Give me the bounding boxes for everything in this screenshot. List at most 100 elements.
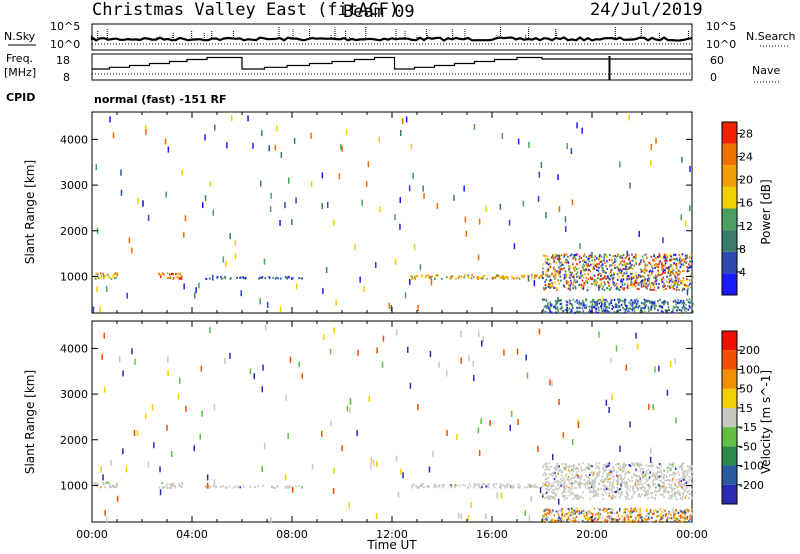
echo-cell [641, 275, 644, 278]
echo-cell [558, 272, 561, 275]
sparse-echo [402, 472, 404, 479]
echo-cell [603, 510, 606, 513]
echo-cell [611, 494, 614, 497]
sparse-echo [438, 361, 440, 368]
echo-cell [573, 494, 576, 497]
echo-cell [649, 464, 652, 467]
echo-cell [643, 489, 645, 492]
echo-cell [596, 263, 598, 266]
echo-cell [531, 485, 534, 488]
echo-cell [672, 269, 675, 272]
echo-cell [97, 276, 100, 279]
sparse-echo [650, 144, 652, 151]
echo-cell [468, 276, 470, 279]
echo-cell [544, 512, 546, 515]
echo-cell [95, 273, 97, 276]
echo-cell [222, 485, 225, 488]
echo-cell [574, 269, 576, 272]
echo-cell [607, 520, 610, 523]
y-tick-label: 1000 [60, 479, 88, 492]
echo-cell [691, 303, 693, 306]
echo-cell [589, 256, 591, 259]
echo-cell [592, 514, 594, 517]
echo-cell [546, 478, 548, 480]
echo-cell [690, 253, 693, 256]
echo-cell [588, 510, 590, 513]
echo-cell [664, 262, 667, 265]
echo-cell [565, 463, 568, 466]
sparse-echo [430, 279, 433, 286]
echo-cell [603, 305, 606, 308]
echo-cell [602, 467, 604, 470]
echo-cell [625, 272, 628, 275]
echo-cell [576, 307, 579, 310]
sparse-echo [591, 252, 593, 258]
echo-cell [682, 258, 684, 261]
sparse-echo [489, 420, 491, 426]
echo-cell [551, 497, 554, 500]
echo-cell [652, 472, 654, 475]
echo-cell [593, 274, 596, 277]
echo-cell [573, 519, 575, 522]
echo-cell [680, 260, 682, 263]
echo-cell [636, 282, 639, 285]
echo-cell [588, 486, 591, 489]
echo-cell [274, 277, 277, 280]
echo-cell [473, 484, 476, 487]
echo-cell [659, 508, 661, 511]
echo-cell [674, 258, 677, 261]
echo-cell [677, 280, 680, 283]
echo-cell [671, 463, 674, 466]
echo-cell [626, 481, 628, 484]
echo-cell [96, 485, 98, 488]
echo-cell [553, 520, 556, 523]
echo-cell [554, 253, 557, 256]
echo-cell [571, 275, 574, 278]
echo-cell [598, 302, 600, 305]
echo-cell [112, 274, 115, 277]
echo-cell [451, 275, 454, 278]
echo-cell [650, 305, 653, 308]
echo-cell [543, 513, 545, 516]
echo-cell [617, 253, 619, 256]
echo-cell [640, 488, 643, 491]
echo-cell [662, 285, 664, 288]
echo-cell [690, 471, 693, 473]
echo-cell [624, 517, 626, 520]
sparse-echo [276, 125, 278, 132]
echo-cell [608, 288, 611, 291]
echo-cell [649, 471, 652, 474]
echo-cell [567, 516, 570, 519]
echo-cell [555, 493, 557, 496]
sparse-echo [120, 169, 122, 176]
echo-cell [579, 476, 582, 479]
sparse-echo [375, 262, 377, 268]
echo-cell [565, 521, 568, 523]
echo-cell [608, 508, 610, 510]
echo-cell [681, 289, 684, 292]
echo-cell [665, 266, 667, 269]
echo-cell [556, 306, 559, 309]
sparse-echo [209, 181, 212, 188]
sparse-echo [376, 347, 378, 354]
echo-cell [485, 485, 487, 488]
echo-cell [656, 483, 659, 486]
echo-cell [690, 274, 692, 277]
echo-cell [582, 512, 585, 515]
echo-cell [635, 516, 637, 519]
echo-cell [686, 270, 689, 273]
echo-cell [208, 486, 210, 489]
echo-cell [682, 287, 684, 290]
echo-cell [605, 298, 607, 301]
echo-cell [552, 257, 554, 260]
echo-cell [518, 486, 521, 489]
echo-cell [645, 515, 647, 518]
echo-cell [172, 277, 174, 280]
echo-cell [671, 286, 674, 289]
echo-cell [630, 264, 633, 267]
echo-cell [634, 490, 636, 493]
echo-cell [671, 266, 674, 269]
echo-cell [582, 301, 584, 304]
sparse-echo [345, 129, 348, 136]
echo-cell [588, 516, 590, 519]
